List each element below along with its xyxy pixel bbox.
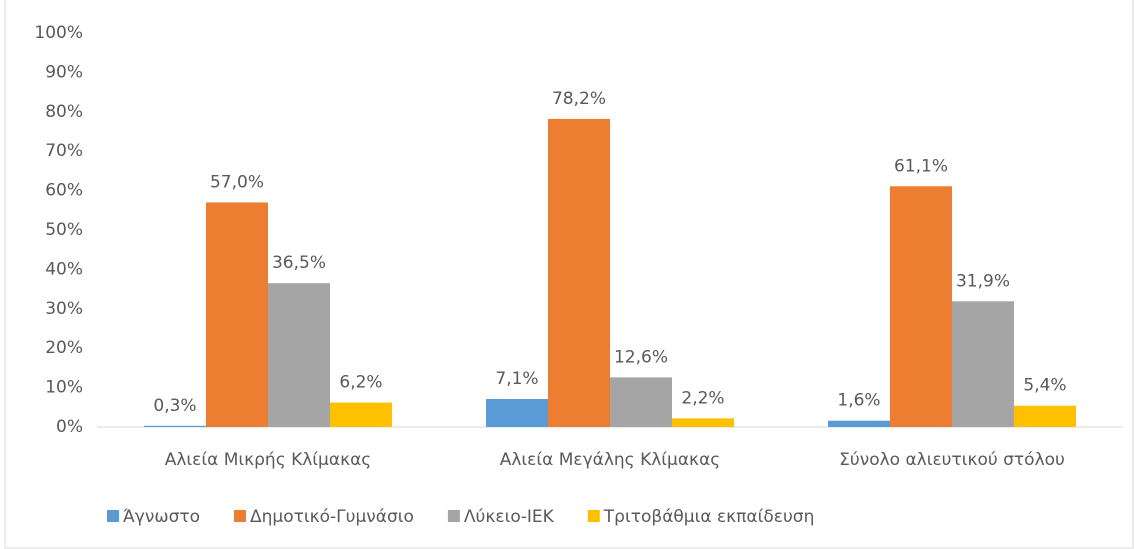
y-tick-label: 0% [56,417,83,437]
bar [206,202,268,427]
value-label: 1,6% [837,391,880,411]
value-label: 57,0% [210,172,264,192]
bar [952,301,1014,427]
y-tick-label: 20% [45,338,83,358]
y-tick-label: 100% [34,23,83,43]
bar [268,283,330,427]
value-label: 12,6% [614,347,668,367]
y-tick-label: 50% [45,220,83,240]
value-label: 0,3% [153,396,196,416]
bar [828,420,890,427]
y-tick-label: 60% [45,181,83,201]
y-tick-label: 40% [45,259,83,279]
bar [486,399,548,427]
y-tick-label: 70% [45,141,83,161]
legend-swatch [587,510,600,522]
bar [890,186,952,427]
value-label: 2,2% [681,388,724,408]
legend-label: Λύκειο-ΙΕΚ [464,507,555,527]
y-tick-label: 90% [45,62,83,82]
bar [672,418,734,427]
y-tick-label: 80% [45,102,83,122]
bar [330,402,392,427]
y-tick-label: 30% [45,299,83,319]
x-tick-label: Αλιεία Μικρής Κλίμακας [165,450,372,470]
value-label: 36,5% [272,253,326,273]
value-label: 78,2% [552,89,606,109]
x-tick-label: Αλιεία Μεγάλης Κλίμακας [500,450,721,470]
bar [1014,405,1076,427]
bar [610,377,672,427]
legend-swatch [447,510,460,522]
legend-swatch [107,510,119,522]
value-label: 6,2% [339,373,382,393]
legend-label: Τριτοβάθμια εκπαίδευση [603,507,815,527]
value-label: 7,1% [495,369,538,389]
value-label: 5,4% [1023,376,1066,396]
y-tick-label: 10% [45,378,83,398]
legend-label: Άγνωστο [123,507,200,527]
value-label: 61,1% [894,156,948,176]
value-label: 31,9% [956,271,1010,291]
legend-label: Δημοτικό-Γυμνάσιο [250,507,414,527]
bar [548,118,610,427]
bar [144,425,206,427]
x-tick-label: Σύνολο αλιευτικού στόλου [839,450,1065,470]
legend-swatch [233,510,246,522]
